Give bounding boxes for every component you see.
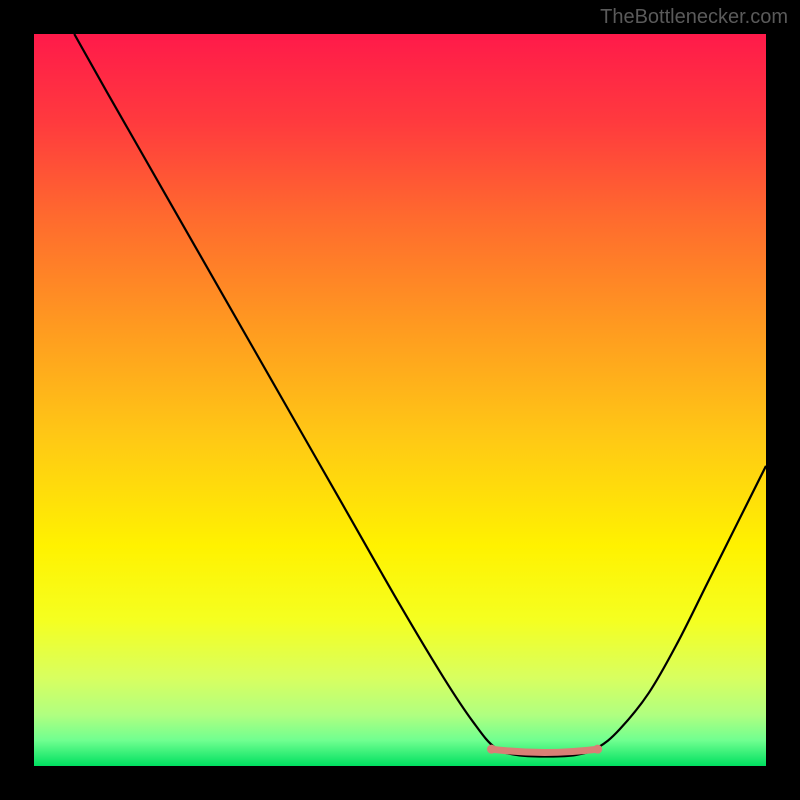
plot-container: [34, 34, 766, 766]
marker-endpoint-left: [487, 745, 496, 754]
marker-band-path: [492, 749, 598, 752]
marker-endpoint-right: [593, 745, 602, 754]
optimal-range-marker: [34, 34, 766, 766]
watermark-text: TheBottlenecker.com: [600, 6, 788, 29]
